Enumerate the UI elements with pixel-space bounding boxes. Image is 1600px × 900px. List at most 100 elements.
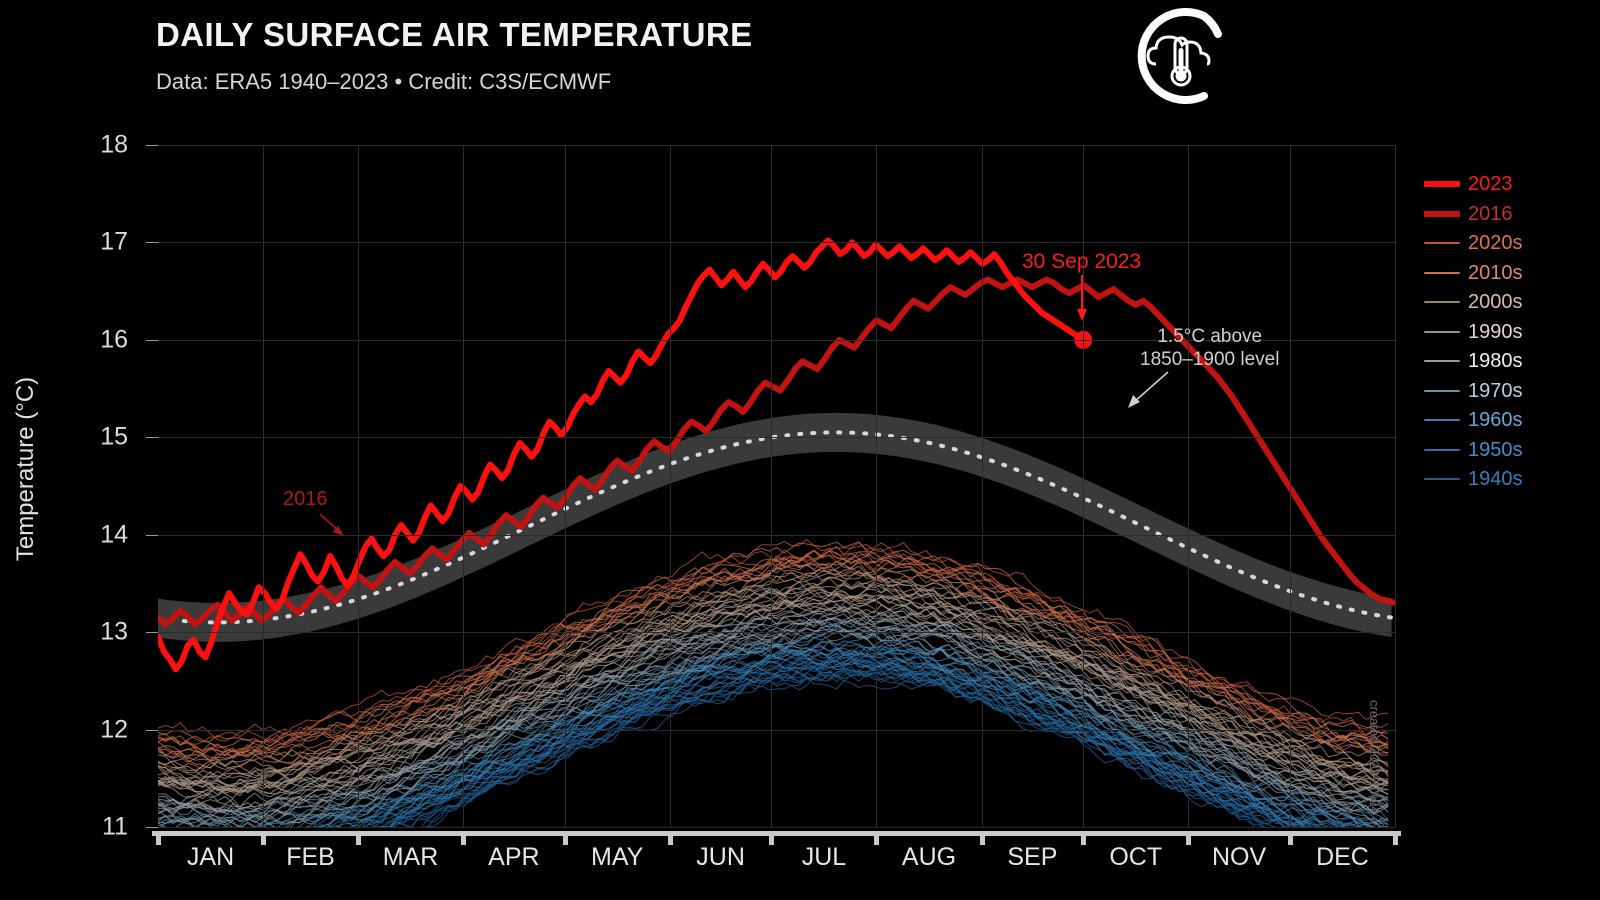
x-tick-mark — [979, 831, 985, 845]
legend-swatch — [1424, 360, 1460, 362]
plot-area — [158, 145, 1396, 828]
threshold-line-2: 1850–1900 level — [1140, 349, 1280, 370]
legend-label: 1940s — [1468, 468, 1523, 490]
page-title: DAILY SURFACE AIR TEMPERATURE — [156, 16, 753, 53]
gridline-vertical — [463, 145, 464, 827]
year-line — [158, 613, 1389, 821]
legend-label: 2010s — [1468, 261, 1523, 284]
y-tick-mark — [146, 339, 158, 341]
y-tick-mark — [146, 827, 158, 828]
x-tick-mark — [769, 831, 775, 845]
year-line — [158, 570, 1389, 773]
year-line — [158, 550, 1389, 757]
year-2016-annotation: 2016 — [283, 488, 328, 510]
year-line — [337, 643, 1345, 827]
year-line — [158, 557, 1389, 758]
year-line — [158, 541, 1389, 753]
year-line — [423, 664, 1287, 827]
x-tick-mark — [1393, 831, 1398, 845]
x-tick-mark — [261, 831, 267, 845]
y-tick-label: 13 — [100, 617, 128, 646]
year-line — [313, 648, 1328, 827]
y-tick-label: 11 — [102, 812, 128, 841]
gridline-horizontal — [158, 437, 1395, 439]
endpoint-annotation: 30 Sep 2023 — [1022, 250, 1142, 273]
x-tick-label-mar: MAR — [382, 843, 439, 871]
x-tick-label-may: MAY — [591, 843, 644, 871]
x-tick-mark — [1186, 831, 1192, 845]
x-tick-mark — [461, 831, 466, 845]
year-line — [381, 653, 1322, 827]
x-tick-label-jan: JAN — [186, 843, 235, 871]
y-axis: 11 12 13 14 15 16 17 18 — [0, 131, 158, 841]
legend-label: 1950s — [1468, 438, 1523, 461]
threshold-arrow-icon — [1128, 371, 1169, 408]
legend-label: 1960s — [1468, 409, 1523, 431]
legend-label: 2000s — [1468, 291, 1523, 313]
y-tick-mark — [146, 632, 158, 634]
year-line — [158, 610, 1389, 818]
legend-label: 1990s — [1468, 320, 1523, 343]
legend-swatch — [1424, 389, 1460, 392]
gridline-vertical — [669, 145, 671, 827]
year-line — [389, 666, 1255, 827]
x-tick-label-nov: NOV — [1212, 843, 1267, 871]
legend-swatch — [1424, 301, 1460, 303]
gridline-vertical — [1395, 145, 1396, 827]
legend-label: 2023 — [1468, 173, 1513, 195]
series-line-2023 — [158, 237, 1087, 673]
year-line — [158, 624, 1389, 827]
x-tick-label-dec: DEC — [1316, 843, 1369, 871]
year-line — [158, 592, 1389, 800]
gridline-vertical — [263, 145, 265, 827]
year-line — [158, 625, 1389, 827]
x-tick-label-sep: SEP — [1007, 843, 1058, 871]
threshold-line-1: 1.5°C above — [1157, 326, 1263, 347]
year-line — [384, 670, 1278, 827]
x-tick-label-jul: JUL — [801, 843, 847, 871]
x-axis-line — [152, 831, 1401, 836]
year-line — [370, 656, 1313, 827]
y-tick-label: 17 — [100, 227, 128, 256]
year-line — [158, 625, 1389, 827]
year-line — [158, 617, 1389, 824]
legend-swatch — [1424, 181, 1460, 187]
year-line — [158, 592, 1389, 797]
legend-swatch — [1424, 448, 1460, 451]
year-line — [158, 595, 1389, 794]
x-tick-label-oct: OCT — [1109, 843, 1163, 871]
y-tick-mark — [146, 729, 158, 731]
gridline-vertical — [981, 145, 983, 827]
year-line — [380, 656, 1306, 827]
legend-label: 1970s — [1468, 379, 1523, 402]
year-line — [158, 542, 1389, 746]
year-line — [158, 570, 1389, 776]
gridline-vertical — [771, 145, 773, 827]
gridline-horizontal — [158, 632, 1395, 634]
legend-label: 2016 — [1468, 202, 1513, 225]
y-tick-mark — [146, 534, 158, 536]
decade-spaghetti-lines — [158, 538, 1389, 827]
x-tick-label-jun: JUN — [696, 843, 745, 871]
year-line — [158, 629, 1389, 827]
x-tick-label-feb: FEB — [286, 843, 335, 871]
endpoint-arrow-icon — [1077, 275, 1087, 321]
legend-label: 2020s — [1468, 232, 1523, 254]
y-tick-label: 15 — [100, 422, 128, 451]
gridline-horizontal — [158, 145, 1395, 146]
gridline-vertical — [876, 145, 878, 827]
x-tick-label-apr: APR — [488, 843, 540, 871]
year-line — [158, 538, 1389, 742]
legend-swatch — [1424, 478, 1460, 480]
copernicus-logo: Climate Change Service climate.copernicu… — [1126, 4, 1426, 122]
legend-swatch — [1424, 242, 1460, 244]
x-tick-mark — [1081, 831, 1087, 845]
x-tick-mark — [667, 831, 673, 845]
cloud-thermometer-crescent-logo — [1126, 4, 1234, 108]
y-tick-mark — [146, 437, 158, 439]
year-line — [158, 599, 1389, 814]
year-line — [393, 662, 1312, 827]
legend-label: 1980s — [1468, 350, 1523, 372]
year-line — [317, 656, 1337, 827]
